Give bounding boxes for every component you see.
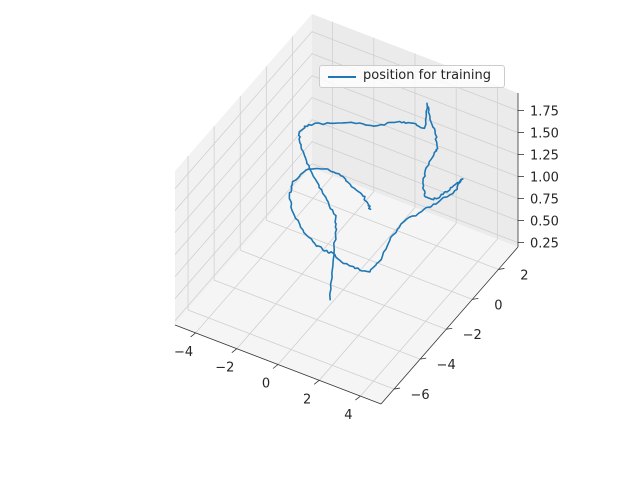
z-tick-label: 0.50	[530, 215, 559, 230]
series-layer	[288, 102, 464, 301]
y-tick-mark	[393, 387, 401, 390]
grid-line-z-side	[174, 31, 313, 189]
grid-lines	[174, 21, 519, 397]
grid-line-z-back	[311, 75, 519, 155]
x-tick-label: 2	[303, 392, 311, 407]
z-tick-label: 0.25	[530, 237, 559, 252]
legend-label: position for training	[363, 68, 491, 83]
x-tick-label: 4	[344, 408, 352, 423]
grid-line-z-side	[174, 97, 313, 255]
y-axis-line	[380, 246, 519, 405]
grid-line-y-floor	[213, 279, 421, 360]
x-tick-mark	[190, 332, 196, 338]
legend: position for training	[319, 65, 505, 88]
z-tick-label: 1.25	[530, 149, 559, 164]
grid-line-x-floor	[277, 207, 416, 365]
grid-line-x-floor	[236, 191, 375, 349]
tick-labels: −4 −2 0 2 4 −6 −4 −2 0 2 0.25 0.50 0.75 1.00 1.25 1.50 1…	[174, 105, 559, 424]
grid-line-y-floor	[187, 309, 395, 390]
grid-line-z-back	[311, 163, 519, 243]
x-tick-label: −4	[174, 345, 193, 360]
x-tick-mark	[355, 395, 361, 401]
y-tick-label: −2	[463, 328, 482, 343]
grid-line-z-side	[174, 141, 313, 299]
side-pane	[175, 14, 312, 325]
grid-line-x-floor	[318, 223, 457, 381]
grid-line-z-side	[174, 163, 313, 321]
y-tick-label: −4	[437, 358, 456, 373]
grid-line-z-back	[311, 97, 519, 177]
z-tick-label: 1.75	[530, 105, 559, 120]
z-tick-label: 1.00	[530, 171, 559, 186]
x-tick-label: 0	[262, 377, 270, 392]
grid-line-z-side	[174, 119, 313, 277]
grid-line-z-back	[311, 119, 519, 199]
y-tick-mark	[498, 268, 505, 270]
legend-line-swatch	[328, 76, 356, 78]
x-tick-mark	[313, 379, 320, 385]
grid-line-x-floor	[195, 175, 333, 334]
grid-line-z-side	[174, 53, 313, 211]
series-line-position-for-training	[288, 102, 464, 301]
y-tick-mark	[472, 297, 479, 300]
grid-line-y-floor	[266, 219, 473, 300]
y-tick-label: −6	[410, 388, 429, 403]
y-tick-label: 0	[494, 298, 502, 313]
z-tick-label: 1.50	[530, 127, 559, 142]
grid-line-y-floor	[292, 190, 499, 270]
x-tick-label: −2	[215, 361, 234, 376]
z-tick-label: 0.75	[530, 193, 559, 208]
grid-line-x-floor	[360, 238, 498, 397]
grid-line-z-side	[174, 75, 313, 233]
x-tick-mark	[272, 364, 279, 369]
y-tick-label: 2	[520, 268, 528, 283]
grid-line-z-back	[311, 141, 519, 221]
y-tick-mark	[420, 357, 427, 360]
y-tick-mark	[446, 327, 453, 330]
x-tick-mark	[231, 348, 238, 354]
grid-line-y-floor	[240, 249, 447, 330]
